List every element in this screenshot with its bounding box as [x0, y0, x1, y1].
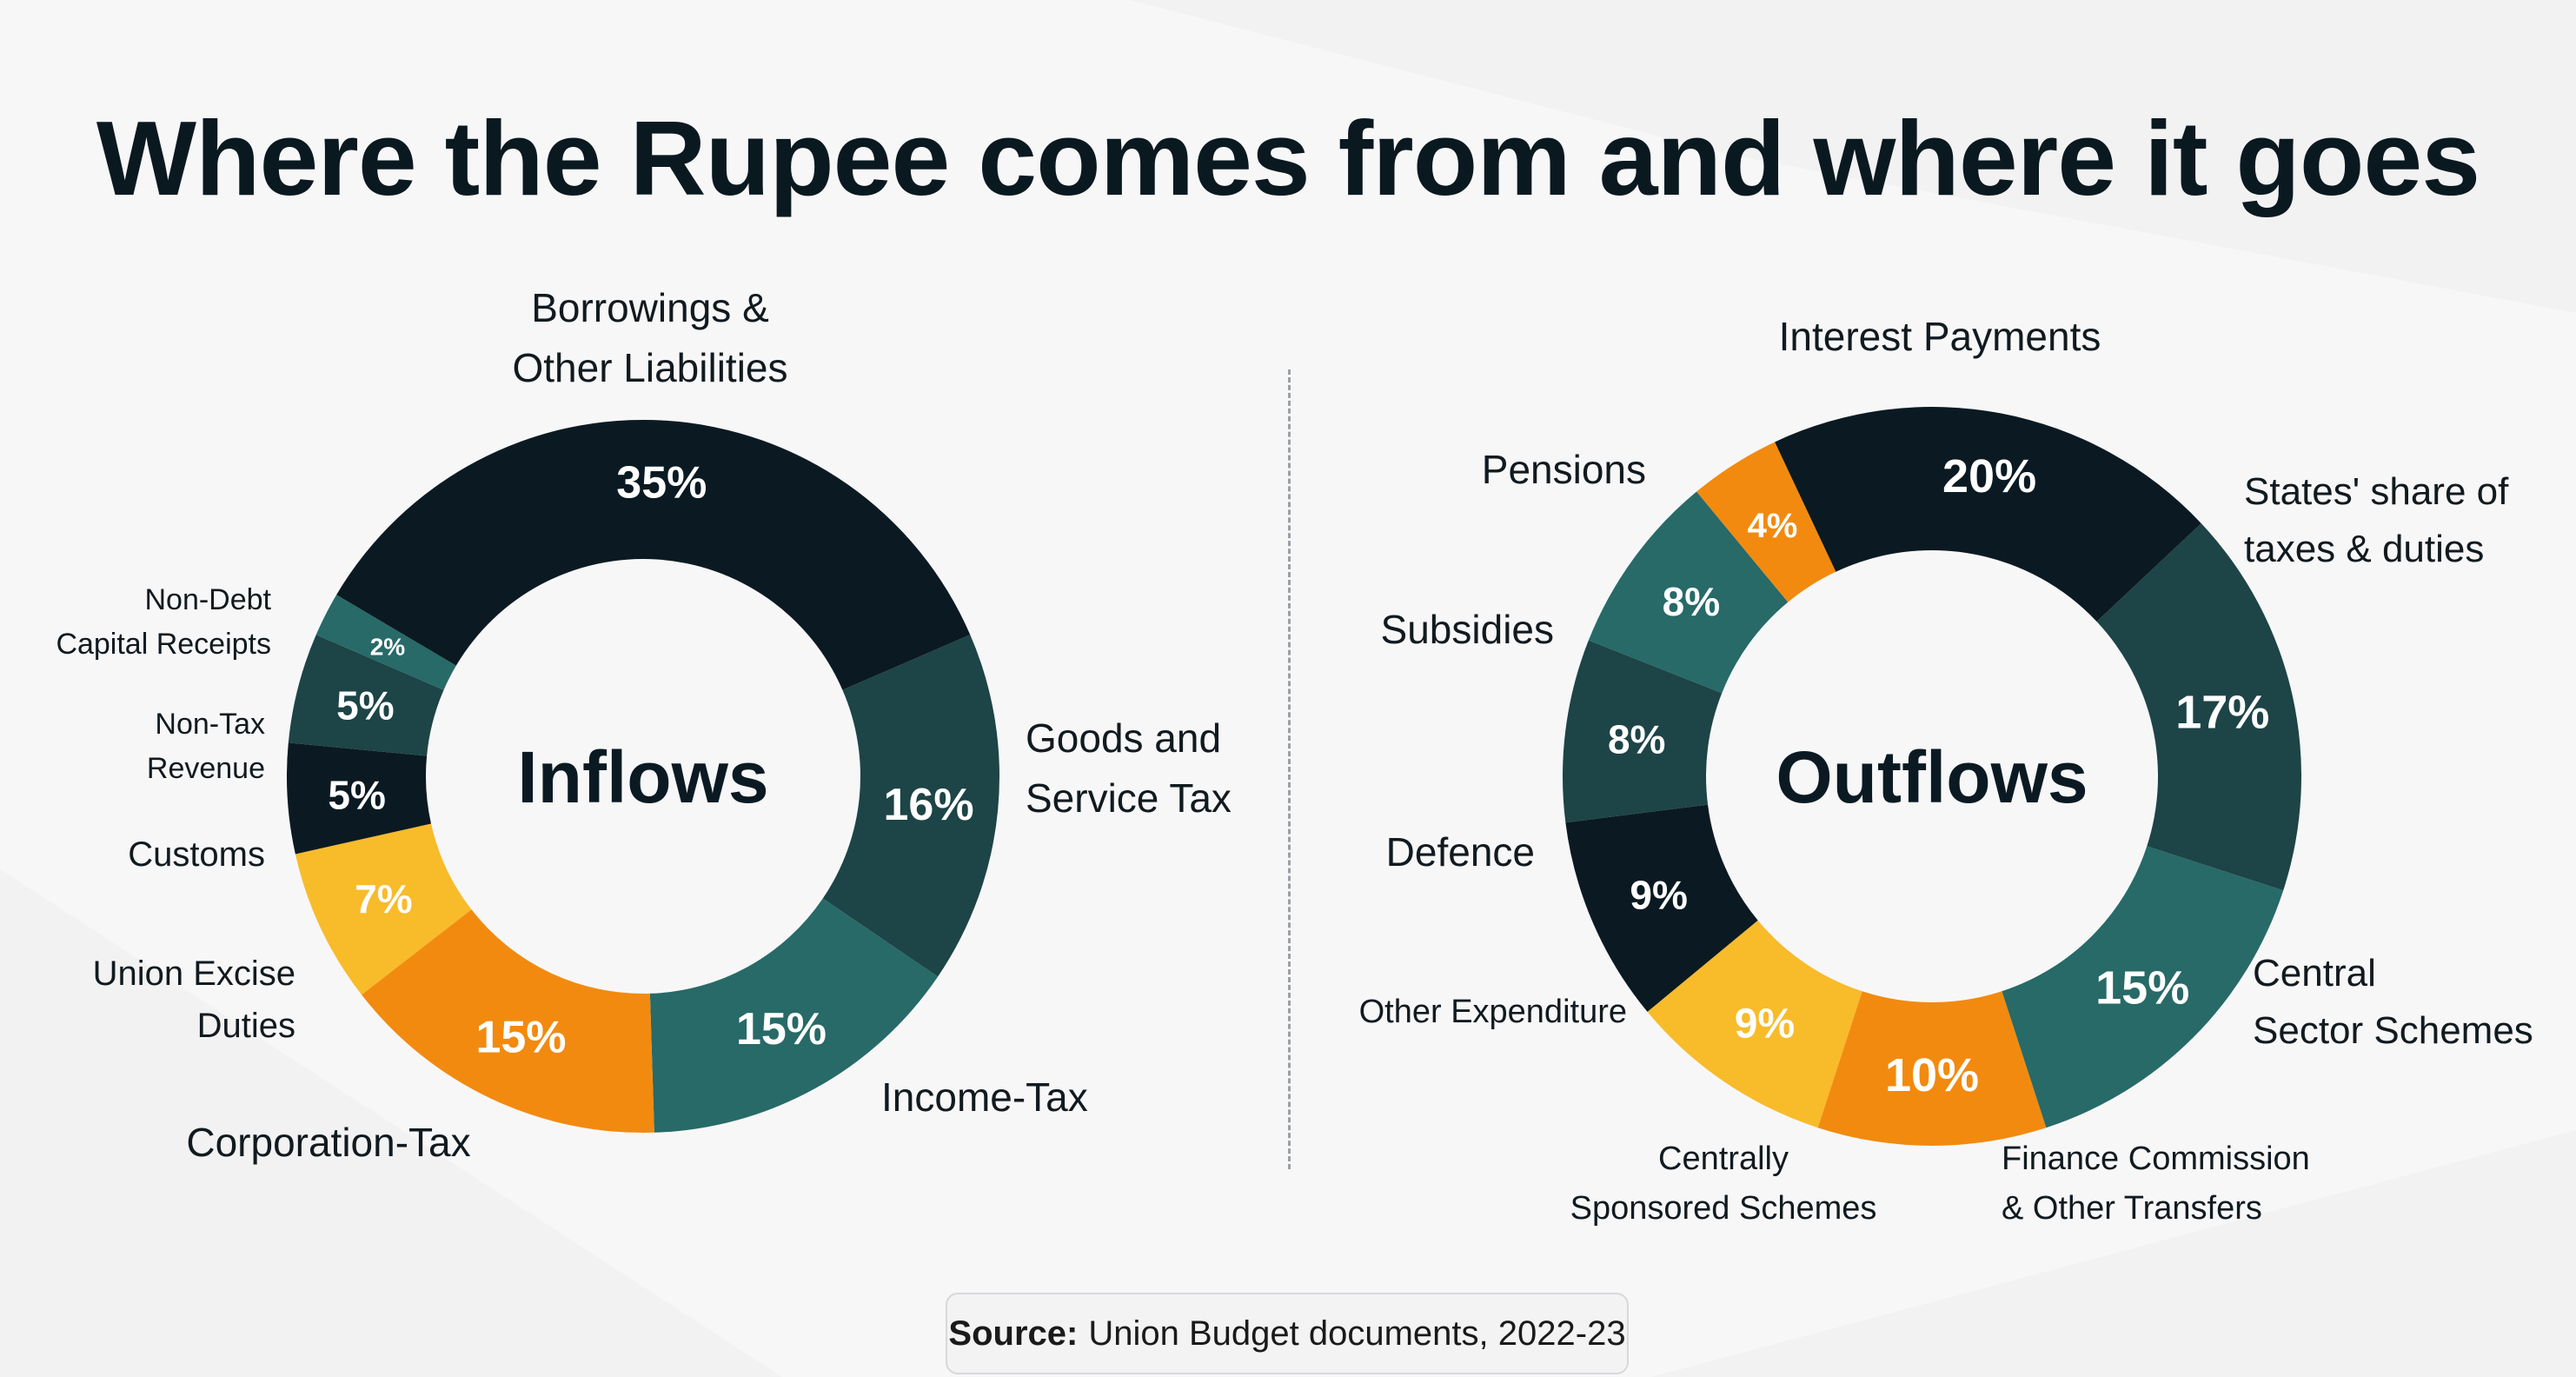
slice-union-excise-duties [295, 823, 472, 995]
slice-centrally-sponsored-schemes [1647, 920, 1862, 1128]
category-label-union-excise-duties: Union Excise Duties [93, 955, 295, 1045]
slice-finance-commission-other-transfers [1817, 991, 2047, 1146]
category-label-borrowings-other-liabilities: Borrowings & Other Liabilities [512, 285, 787, 390]
value-label-non-tax-revenue: 5% [336, 682, 394, 728]
source-text: Union Budget documents, 2022-23 [1088, 1314, 1626, 1353]
value-label-states-share-of-taxes-duties: 17% [2175, 687, 2269, 739]
category-label-states-share-of-taxes-duties: States' share of taxes & duties [2244, 470, 2509, 570]
slice-pensions [1696, 442, 1836, 602]
value-label-union-excise-duties: 7% [355, 876, 412, 921]
value-label-goods-and-service-tax: 16% [883, 780, 973, 830]
value-label-pensions: 4% [1748, 507, 1798, 545]
slice-other-expenditure [1565, 804, 1758, 1012]
category-label-interest-payments: Interest Payments [1779, 314, 2101, 359]
value-label-corporation-tax: 15% [475, 1012, 566, 1062]
category-label-pensions: Pensions [1482, 447, 1646, 492]
slice-customs [286, 742, 432, 855]
category-label-finance-commission-other-transfers: Finance Commission & Other Transfers [2002, 1141, 2310, 1227]
value-label-income-tax: 15% [736, 1004, 827, 1054]
category-label-defence: Defence [1386, 829, 1535, 875]
value-label-finance-commission-other-transfers: 10% [1885, 1049, 1979, 1101]
slice-subsidies [1588, 491, 1789, 694]
category-label-central-sector-schemes: Central Sector Schemes [2253, 952, 2533, 1052]
value-label-customs: 5% [328, 772, 385, 817]
outflows-donut: 20% Interest Payments 17% States' share of t… [1359, 314, 2533, 1227]
slice-interest-payments [1775, 406, 2201, 622]
center-label-outflows: Outflows [1776, 736, 2088, 818]
value-label-defence: 8% [1608, 717, 1665, 762]
slice-defence [1562, 640, 1723, 823]
category-label-goods-and-service-tax: Goods and Service Tax [1026, 715, 1232, 821]
value-label-central-sector-schemes: 15% [2095, 962, 2189, 1014]
category-label-customs: Customs [128, 835, 265, 874]
value-label-subsidies: 8% [1663, 579, 1720, 624]
category-label-non-tax-revenue: Non-Tax Revenue [147, 708, 265, 785]
slice-goods-and-service-tax [822, 635, 999, 977]
value-label-borrowings-other-liabilities: 35% [616, 457, 707, 508]
slice-corporation-tax [362, 909, 654, 1134]
value-label-centrally-sponsored-schemes: 9% [1735, 1001, 1795, 1048]
category-label-centrally-sponsored-schemes: Centrally Sponsored Schemes [1570, 1141, 1877, 1227]
slice-non-tax-revenue [288, 635, 444, 756]
slice-central-sector-schemes [2002, 846, 2284, 1128]
category-label-income-tax: Income-Tax [881, 1074, 1088, 1120]
inflows-donut: 35% Borrowings & Other Liabilities 16% Goods… [56, 285, 1231, 1165]
slice-borrowings-other-liabilities [336, 420, 971, 690]
category-label-subsidies: Subsidies [1381, 607, 1554, 652]
chart-divider [1288, 369, 1291, 1169]
value-label-interest-payments: 20% [1942, 450, 2036, 502]
category-label-other-expenditure: Other Expenditure [1359, 994, 1627, 1030]
value-label-non-debt-capital-receipts: 2% [370, 633, 406, 660]
center-label-inflows: Inflows [517, 736, 768, 818]
slice-income-tax [649, 898, 939, 1133]
value-label-other-expenditure: 9% [1630, 873, 1687, 918]
slice-non-debt-capital-receipts [315, 595, 456, 690]
category-label-corporation-tax: Corporation-Tax [186, 1120, 470, 1165]
source-label: Source: [948, 1314, 1079, 1353]
page-title: Where the Rupee comes from and where it … [96, 99, 2480, 217]
source-note: Source: Union Budget documents, 2022-23 [946, 1293, 1629, 1374]
category-label-non-debt-capital-receipts: Non-Debt Capital Receipts [56, 583, 271, 661]
slice-states-share-of-taxes-duties [2096, 523, 2301, 891]
